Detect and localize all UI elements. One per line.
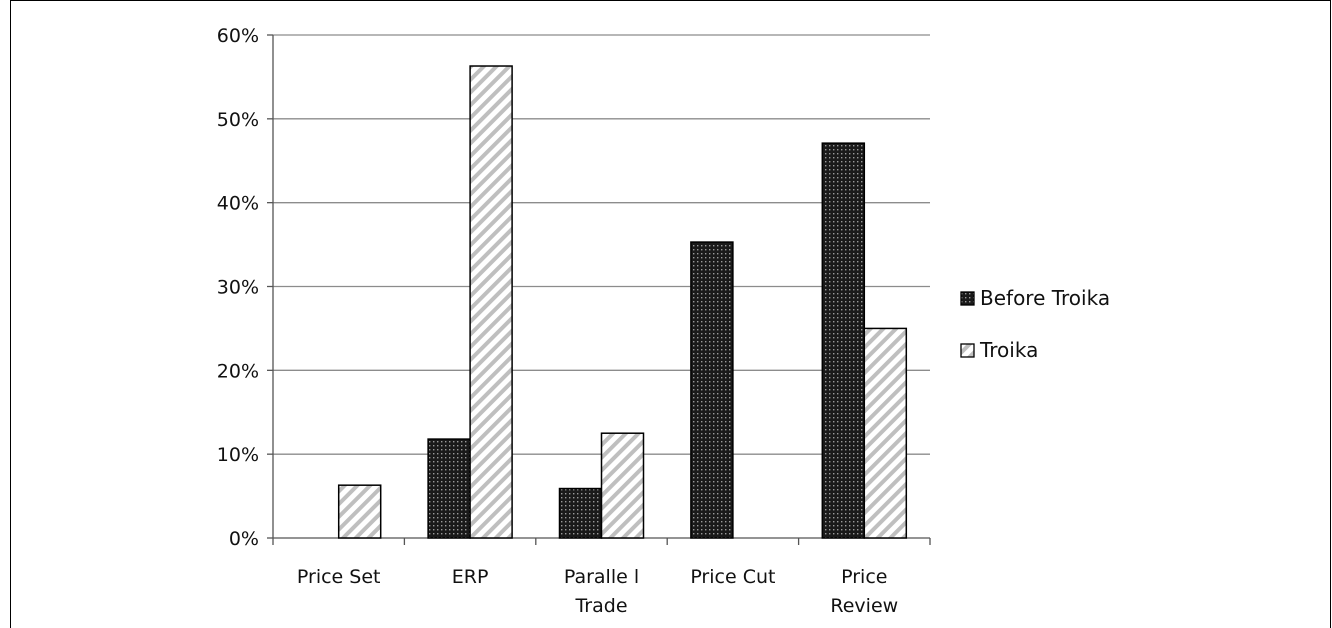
legend-swatch [960, 343, 975, 358]
y-tick-label: 0% [229, 528, 259, 550]
bar-troika [469, 65, 513, 539]
bar-before-troika [821, 142, 866, 539]
labels: 0% 10% 20% 30% 40% 50% 60% Price Set ERP Paralle … [217, 25, 898, 617]
x-category-label: ERP [452, 566, 489, 588]
axes [267, 34, 931, 545]
chart-frame [10, 0, 1331, 628]
x-category-label: Trade [574, 595, 627, 617]
y-tick-label: 50% [217, 109, 259, 131]
legend: Before Troika Troika [960, 286, 1110, 362]
legend-label: Before Troika [980, 286, 1110, 310]
x-category-label: Paralle l [564, 566, 639, 588]
y-tick-label: 10% [217, 444, 259, 466]
y-tick-label: 30% [217, 277, 259, 299]
legend-label: Troika [979, 338, 1038, 362]
bar-before-troika [558, 487, 603, 539]
bar-before-troika [690, 241, 734, 539]
bars [337, 65, 908, 539]
y-tick-label: 20% [217, 360, 259, 382]
bar-before-troika [427, 438, 471, 539]
x-category-label: Price [841, 566, 887, 588]
bar-troika [600, 432, 645, 539]
legend-swatch [960, 291, 975, 306]
x-category-label: Price Set [297, 566, 381, 588]
x-category-label: Review [830, 595, 898, 617]
x-category-label: Price Cut [690, 566, 775, 588]
y-tick-label: 60% [217, 25, 259, 47]
bar-troika [863, 327, 908, 539]
y-tick-label: 40% [217, 193, 259, 215]
bar-troika [337, 484, 382, 539]
